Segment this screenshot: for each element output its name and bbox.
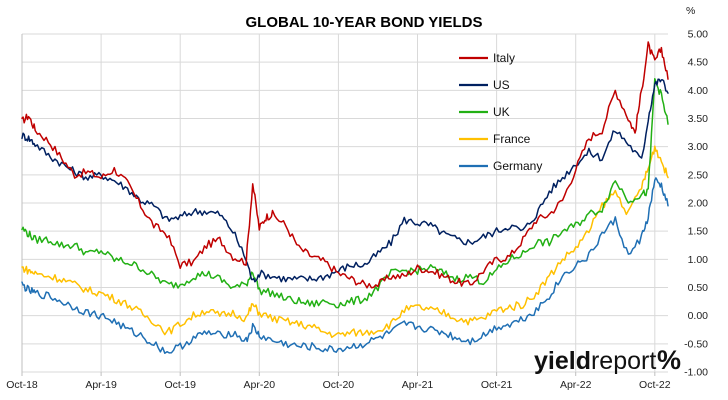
series-line-us: [21, 78, 669, 283]
svg-text:yieldreport: yieldreport: [534, 347, 656, 375]
series-line-germany: [21, 177, 669, 354]
x-tick-label: Oct-22: [639, 379, 671, 391]
legend: Italy US UK France Germany: [459, 51, 542, 173]
y-tick-label: 1.50: [688, 226, 709, 238]
y-tick-label: -1.00: [684, 367, 708, 379]
x-tick-label: Apr-21: [402, 379, 434, 391]
logo-percent-mark: %: [657, 345, 681, 375]
y-tick-label: -0.50: [684, 338, 708, 350]
x-axis-ticks: Oct-18 Apr-19 Oct-19 Apr-20 Oct-20 Apr-21 Oct-…: [6, 34, 671, 391]
y-axis-ticks: 5.00 4.50 4.00 3.50 3.00 2.50 2.00 1.50 1.00 0.50…: [684, 29, 708, 379]
x-tick-label: Apr-20: [244, 379, 276, 391]
y-axis-unit: %: [686, 5, 695, 17]
y-tick-label: 3.00: [688, 141, 709, 153]
legend-label-italy: Italy: [493, 51, 515, 65]
y-tick-label: 1.00: [688, 254, 709, 266]
y-tick-label: 5.00: [688, 29, 709, 41]
logo-text-yield: yield: [534, 347, 591, 375]
y-tick-label: 3.50: [688, 113, 709, 125]
y-tick-label: 0.50: [688, 282, 709, 294]
y-tick-label: 4.50: [688, 57, 709, 69]
legend-label-germany: Germany: [493, 159, 542, 173]
y-tick-label: 0.00: [688, 310, 709, 322]
legend-label-france: France: [493, 132, 531, 146]
x-tick-label: Oct-20: [323, 379, 355, 391]
yieldreport-logo: yieldreport %: [534, 345, 681, 375]
gridlines: [21, 33, 668, 373]
series-line-uk: [21, 77, 669, 309]
y-tick-label: 2.50: [688, 169, 709, 181]
x-tick-label: Oct-18: [6, 379, 38, 391]
x-tick-label: Apr-22: [560, 379, 592, 391]
series-line-france: [21, 145, 669, 339]
logo-text-report: report: [591, 347, 656, 375]
series-line-italy: [21, 41, 669, 289]
legend-label-uk: UK: [493, 105, 510, 119]
x-tick-label: Oct-19: [164, 379, 196, 391]
x-tick-label: Apr-19: [85, 379, 117, 391]
chart-title: GLOBAL 10-YEAR BOND YIELDS: [246, 14, 483, 31]
series-lines: [21, 41, 669, 354]
y-tick-label: 2.00: [688, 198, 709, 210]
legend-label-us: US: [493, 78, 510, 92]
x-tick-label: Oct-21: [481, 379, 513, 391]
y-tick-label: 4.00: [688, 85, 709, 97]
